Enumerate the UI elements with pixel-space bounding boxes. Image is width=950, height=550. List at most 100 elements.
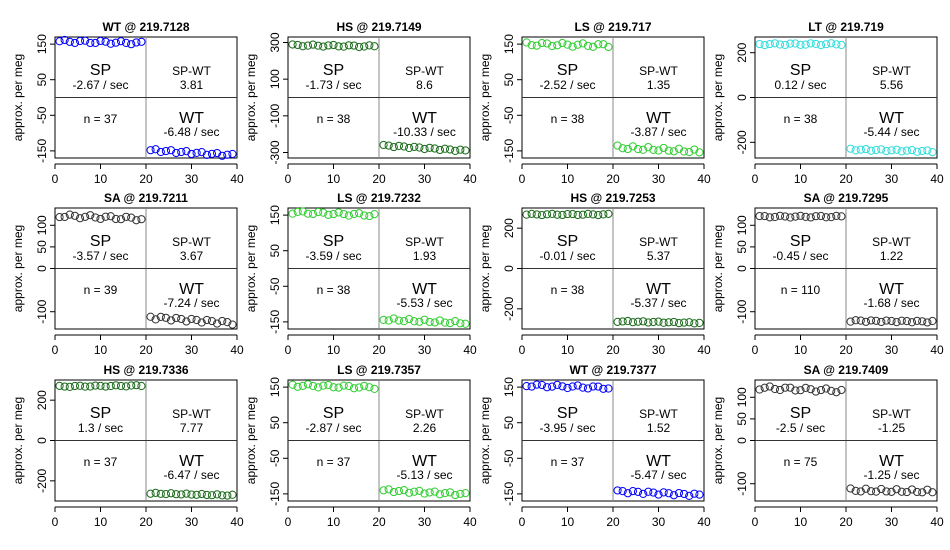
wt-data-point — [389, 142, 398, 152]
y-tick-label: -150 — [502, 482, 516, 506]
wt-data-point — [892, 145, 901, 154]
wt-data-point — [394, 141, 404, 150]
wt-data-point — [897, 487, 906, 496]
wt-data-point — [379, 486, 388, 495]
sp-data-point — [604, 384, 613, 393]
panel-title: SA @ 219.7409 — [804, 363, 889, 377]
sp-data-point — [755, 211, 764, 221]
sp-data-point — [65, 382, 74, 392]
wt-data-point — [877, 317, 886, 327]
sp-data-point — [786, 39, 795, 48]
sp-data-point — [553, 380, 562, 389]
diff-value: 1.35 — [647, 78, 671, 92]
wt-data-point — [182, 489, 191, 498]
sp-data-point — [811, 212, 820, 221]
sp-data-point — [801, 383, 810, 392]
sp-data-point — [75, 36, 85, 46]
sp-data-point — [532, 210, 541, 219]
wt-data-point — [187, 490, 196, 499]
sp-data-point — [558, 38, 567, 48]
sp-data-point — [599, 40, 608, 49]
wt-data-point — [918, 146, 927, 156]
sp-data-point — [96, 214, 105, 224]
diff-label: SP-WT — [872, 235, 911, 249]
wt-data-point — [669, 317, 678, 327]
n-count: n = 38 — [551, 112, 585, 126]
sp-data-point — [308, 40, 318, 49]
wt-rate: -5.44 / sec — [863, 125, 919, 139]
sp-data-point — [101, 37, 110, 46]
diff-value: 5.56 — [880, 78, 904, 92]
sp-data-point — [583, 209, 593, 218]
wt-data-point — [856, 316, 865, 325]
sp-data-point — [594, 40, 603, 49]
sp-data-point — [303, 41, 313, 50]
wt-data-point — [182, 147, 191, 156]
wt-data-point — [877, 145, 886, 154]
wt-data-point — [639, 145, 648, 154]
sp-data-point — [832, 388, 841, 397]
wt-label: WT — [179, 281, 204, 298]
sp-data-point — [127, 40, 136, 49]
sp-data-point — [578, 210, 587, 219]
sp-data-point — [588, 42, 598, 51]
sp-rate: -2.67 / sec — [72, 78, 128, 92]
wt-data-point — [218, 491, 227, 500]
sp-data-point — [594, 210, 603, 220]
wt-data-point — [197, 318, 206, 327]
y-tick-label: -100 — [268, 104, 282, 128]
wt-data-point — [690, 319, 699, 328]
wt-data-point — [928, 147, 937, 157]
wt-data-point — [902, 317, 911, 326]
sp-data-point — [127, 381, 136, 390]
sp-data-point — [791, 386, 800, 395]
x-tick-label: 20 — [839, 515, 853, 529]
wt-data-point — [861, 144, 871, 154]
sp-data-point — [349, 384, 359, 393]
sp-data-point — [537, 38, 547, 48]
y-axis-label: approx. per meg — [11, 54, 25, 141]
wt-data-point — [405, 143, 414, 153]
y-axis-label: approx. per meg — [711, 225, 725, 312]
y-axis-label: approx. per meg — [478, 54, 492, 141]
diff-label: SP-WT — [872, 64, 911, 78]
x-tick-label: 10 — [327, 343, 341, 357]
sp-data-point — [101, 212, 110, 221]
panel-9: HS @ 219.7336 approx. per meg 200 0 -200 0 10 2… — [11, 363, 244, 529]
diff-value: 8.6 — [416, 78, 433, 92]
wt-data-point — [146, 146, 155, 155]
y-tick-label: -100 — [735, 299, 749, 323]
wt-data-point — [161, 489, 171, 499]
sp-data-point — [298, 42, 307, 51]
sp-data-point — [319, 381, 328, 390]
x-tick-label: 20 — [372, 343, 386, 357]
wt-data-point — [649, 317, 658, 327]
diff-value: 5.37 — [647, 249, 671, 263]
wt-data-point — [420, 315, 429, 324]
wt-data-point — [628, 487, 638, 496]
sp-data-point — [60, 212, 69, 222]
wt-data-point — [456, 319, 465, 328]
x-tick-label: 20 — [372, 172, 386, 186]
sp-data-point — [111, 381, 120, 390]
wt-data-point — [923, 485, 932, 494]
wt-data-point — [628, 318, 638, 327]
sp-data-point — [324, 210, 333, 219]
wt-data-point — [664, 489, 673, 498]
sp-data-point — [334, 208, 343, 217]
wt-data-point — [623, 489, 632, 498]
sp-data-point — [583, 384, 593, 393]
wt-data-point — [384, 316, 393, 325]
sp-data-point — [354, 383, 364, 392]
sp-data-point — [81, 382, 90, 391]
wt-data-point — [923, 318, 932, 327]
y-tick-label: -200 — [502, 297, 516, 321]
x-tick-label: 10 — [327, 515, 341, 529]
sp-data-point — [81, 212, 90, 221]
wt-label: WT — [412, 281, 437, 298]
sp-data-point — [60, 35, 69, 45]
wt-data-point — [182, 317, 191, 326]
sp-data-point — [111, 214, 120, 224]
y-axis-label: approx. per meg — [11, 397, 25, 484]
